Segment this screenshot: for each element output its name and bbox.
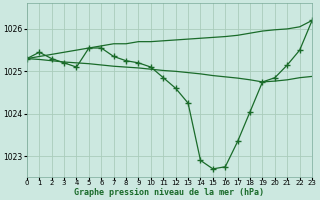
X-axis label: Graphe pression niveau de la mer (hPa): Graphe pression niveau de la mer (hPa) [75, 188, 265, 197]
